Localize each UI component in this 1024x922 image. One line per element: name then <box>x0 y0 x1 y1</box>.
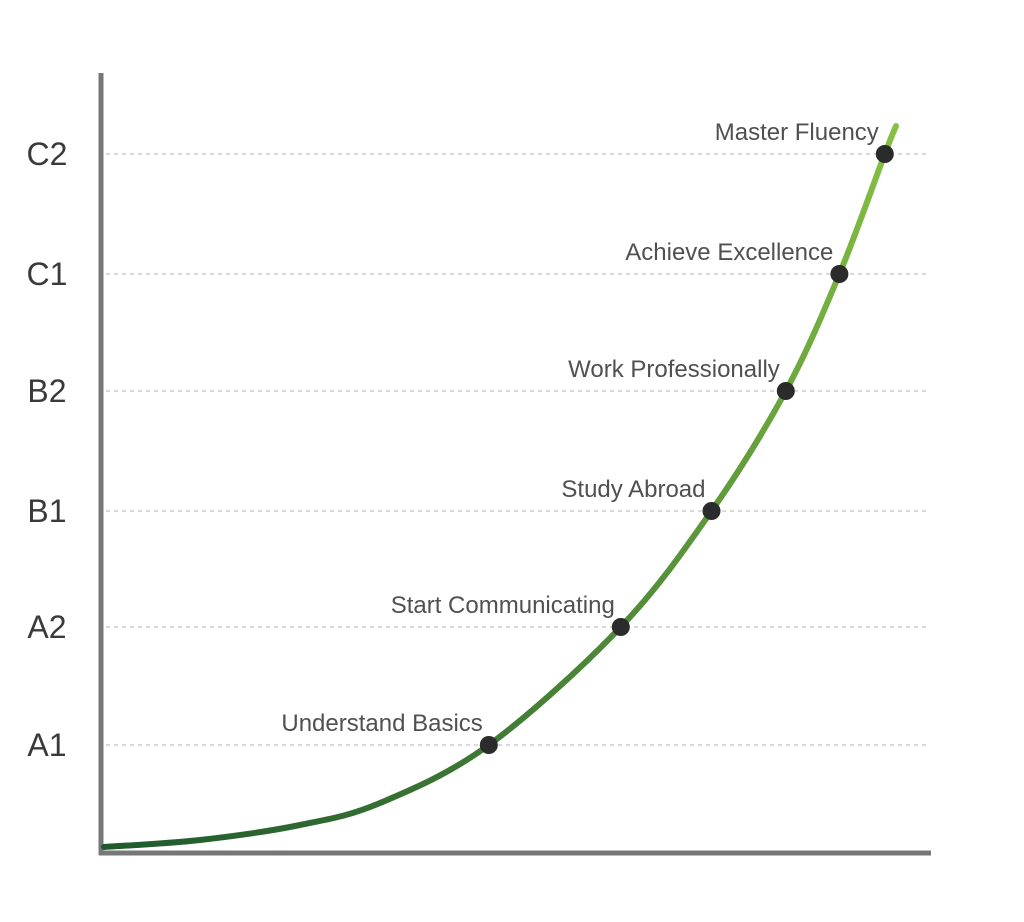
level-label-a2: A2 <box>27 609 66 645</box>
milestone-dot-master-fluency <box>875 145 894 163</box>
level-label-c1: C1 <box>27 256 68 292</box>
level-label-b2: B2 <box>27 373 66 409</box>
level-labels: A1 A2 B1 B2 C1 C2 <box>27 136 68 763</box>
level-label-c2: C2 <box>27 136 68 172</box>
milestone-dot-start-communicating <box>611 618 630 636</box>
milestone-label-study-abroad: Study Abroad <box>561 476 705 503</box>
growth-curve <box>101 123 899 850</box>
level-label-a1: A1 <box>27 727 66 763</box>
milestone-labels: Understand Basics Start Communicating Stud… <box>281 119 878 737</box>
milestone-dot-understand-basics <box>479 736 498 754</box>
gridlines <box>106 153 928 746</box>
milestone-dots <box>479 145 894 754</box>
milestone-dot-study-abroad <box>702 502 721 520</box>
milestone-dot-work-professionally <box>776 382 795 400</box>
milestone-label-understand-basics: Understand Basics <box>281 710 482 737</box>
milestone-label-achieve-excellence: Achieve Excellence <box>625 239 833 266</box>
milestone-label-work-professionally: Work Professionally <box>568 356 780 383</box>
milestone-dot-achieve-excellence <box>830 265 849 283</box>
level-label-b1: B1 <box>27 493 66 529</box>
milestone-label-master-fluency: Master Fluency <box>715 119 879 146</box>
milestone-label-start-communicating: Start Communicating <box>391 592 615 619</box>
